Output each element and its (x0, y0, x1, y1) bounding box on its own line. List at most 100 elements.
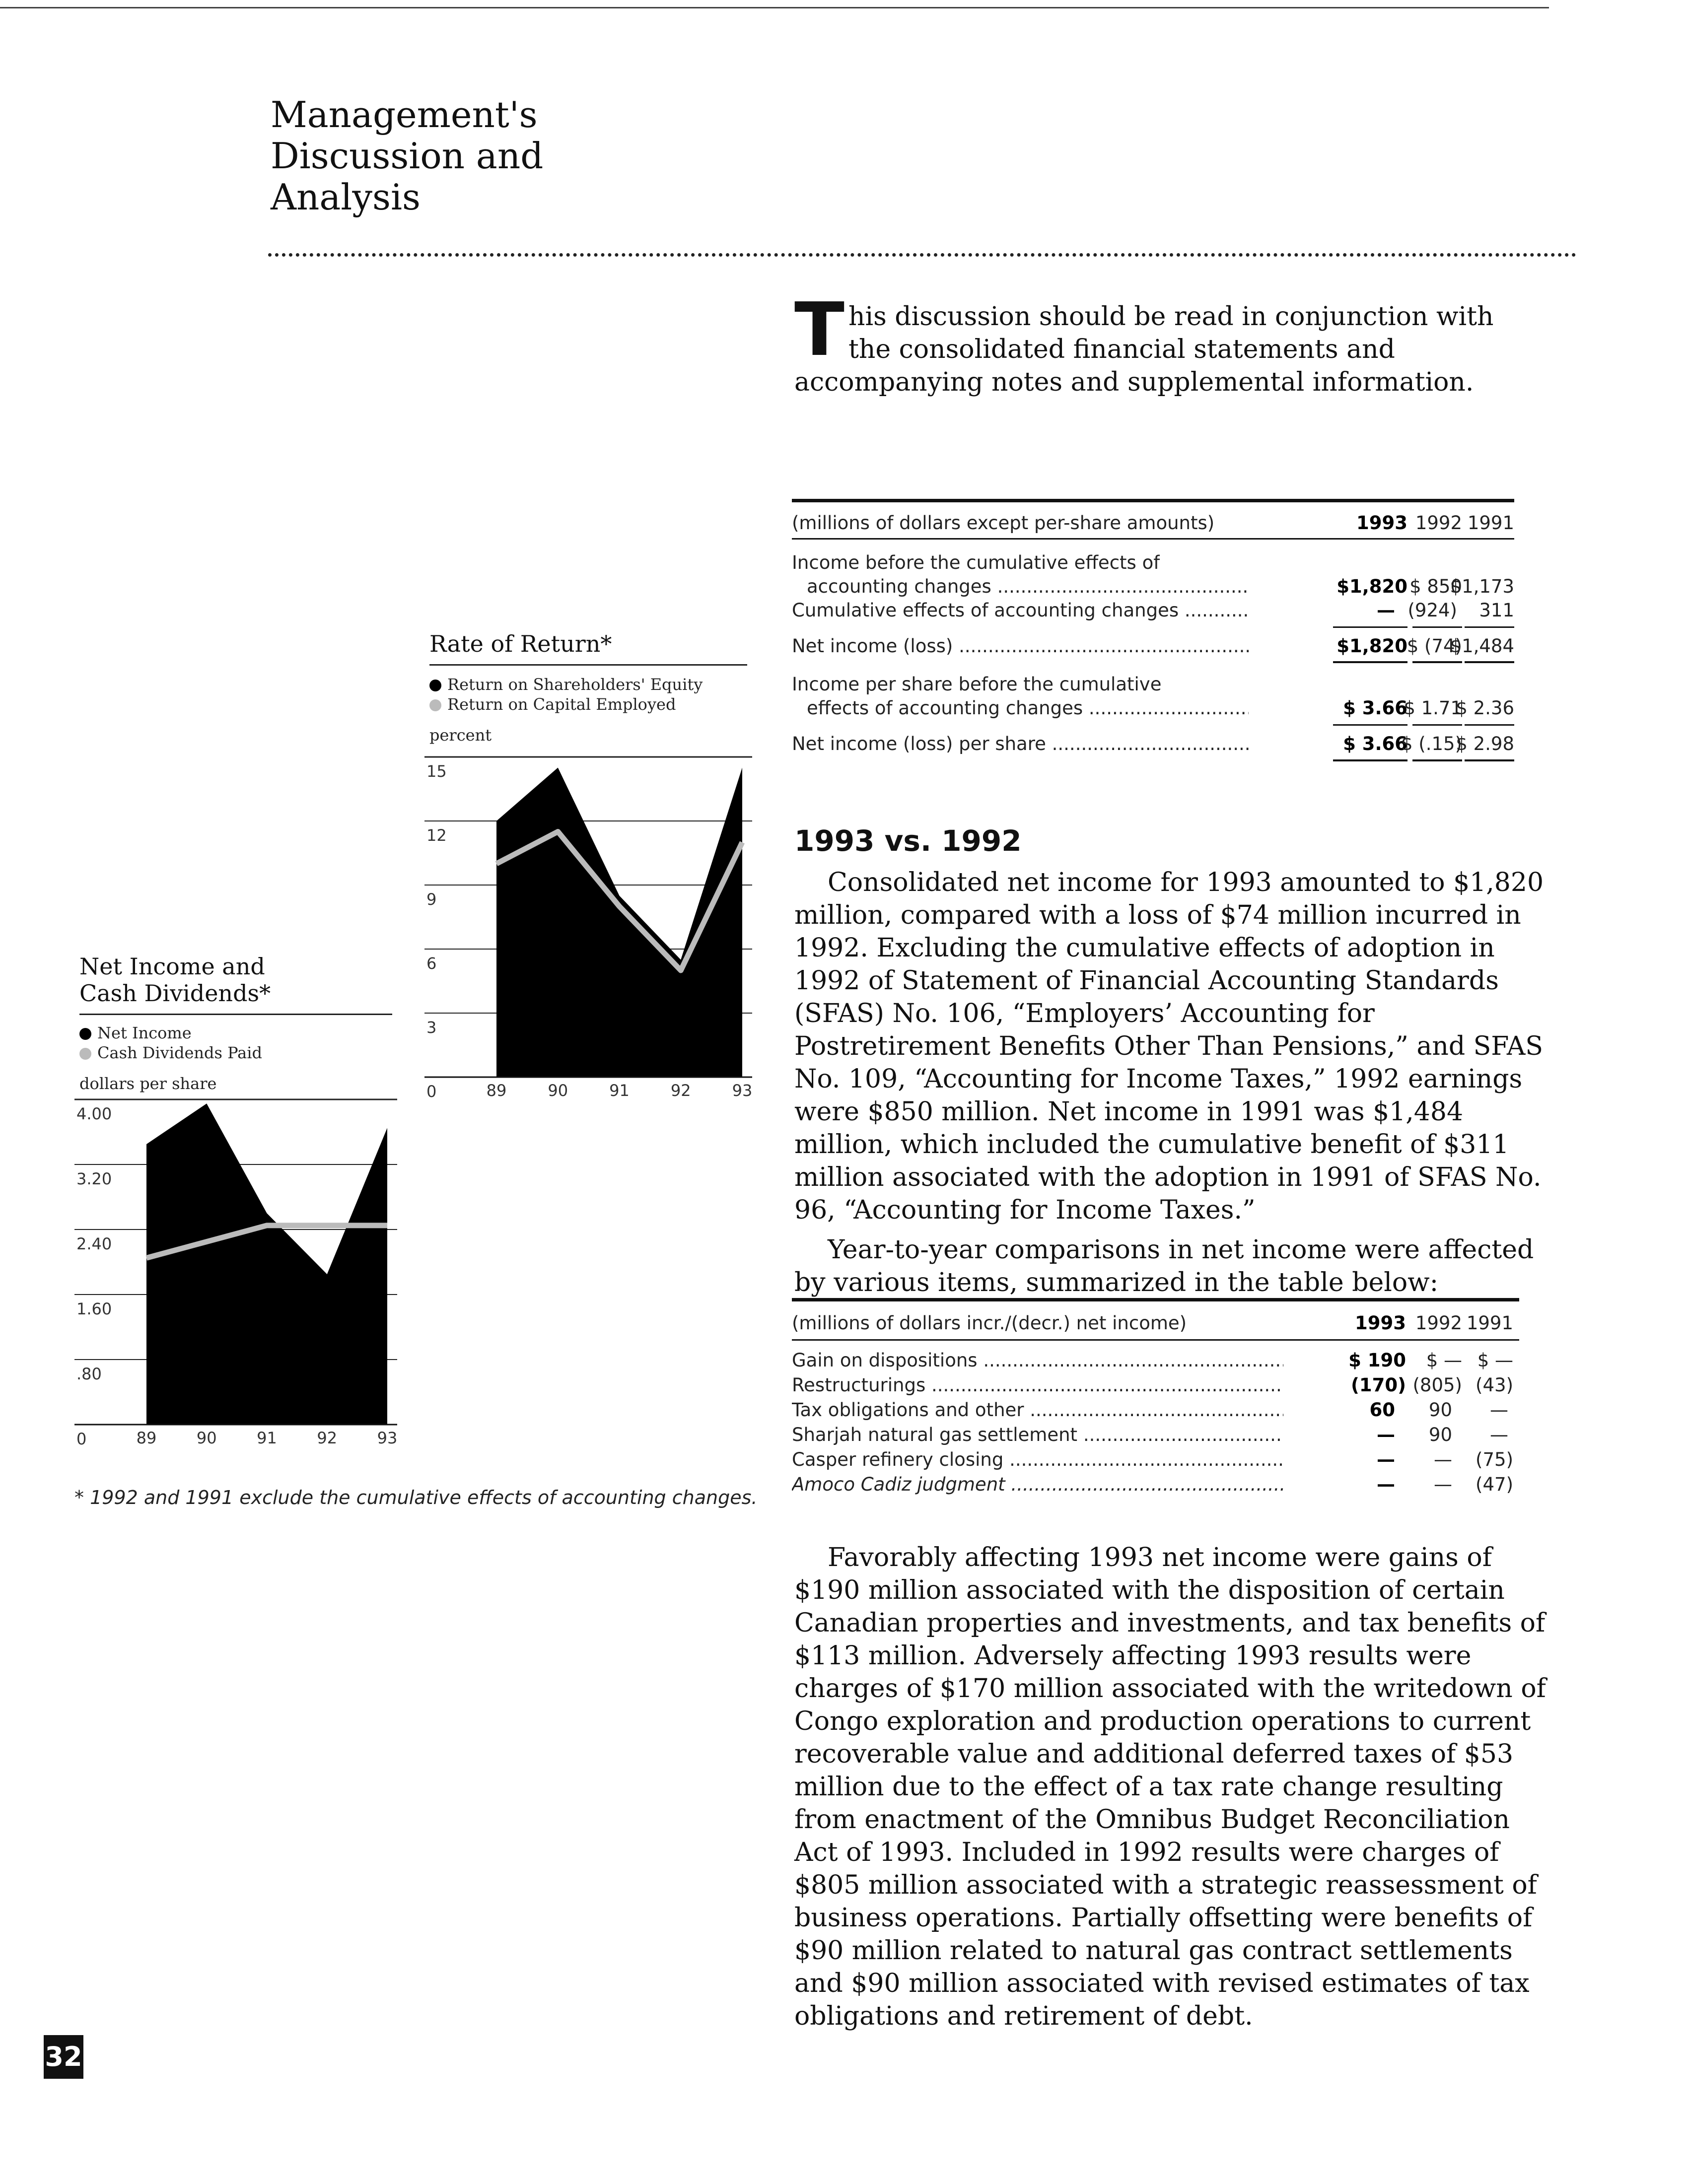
summary-table-header-row: (millions of dollars except per-share am… (792, 512, 1514, 536)
summary-cell: $1,820 (1336, 635, 1407, 657)
black-dot-icon (79, 1028, 91, 1040)
rate-of-return-chart-header: Rate of Return* Return on Shareholders' … (429, 630, 747, 745)
summary-cell: $1,820 (1336, 576, 1407, 597)
summary-subtotal-rule-1993 (1333, 626, 1407, 628)
y-tick-label: 4.00 (76, 1104, 112, 1123)
section-body: Consolidated net income for 1993 amounte… (794, 866, 1549, 1299)
items-cell: — (1490, 1424, 1508, 1445)
summary-row-label: Income per share before the cumulative (792, 674, 1162, 695)
items-row-label: Amoco Cadiz judgment (792, 1474, 1283, 1495)
summary-cell: $ (74) (1407, 635, 1462, 657)
series-area-net-income (146, 1103, 387, 1425)
summary-cell: $ 2.36 (1456, 697, 1514, 719)
x-tick-label: 92 (671, 1081, 691, 1100)
y-tick-label: 2.40 (76, 1234, 112, 1253)
page-title-line-2: Discussion and (271, 135, 544, 177)
black-dot-icon (429, 680, 441, 691)
x-tick-label: 91 (257, 1429, 277, 1447)
summary-pershare-rule-1991 (1465, 724, 1514, 726)
body-paragraph-2: Year-to-year comparisons in net income w… (794, 1235, 1534, 1297)
items-cell: — (1434, 1449, 1452, 1470)
legend-item-cash-dividends: Cash Dividends Paid (79, 1043, 392, 1063)
summary-row-label: Net income (loss) (792, 635, 1249, 657)
summary-pershare-rule-1993 (1333, 724, 1407, 726)
summary-cell: $ 850 (1409, 576, 1462, 597)
legend-label: Cash Dividends Paid (97, 1043, 262, 1062)
series-area-return-on-shareholders-equity (496, 767, 742, 1077)
series-line-cash-dividends-paid (145, 1223, 387, 1261)
summary-pershare-rule-1992 (1412, 724, 1462, 726)
summary-final-rule-1991 (1465, 759, 1514, 761)
net-income-title: Net Income and Cash Dividends* (79, 953, 392, 1007)
x-tick-label: 89 (137, 1429, 157, 1447)
legend-item-shareholders-equity: Return on Shareholders' Equity (429, 675, 747, 694)
summary-cell: 311 (1479, 600, 1514, 621)
summary-total-rule-1993 (1333, 661, 1407, 663)
summary-row-net-income: Net income (loss) $1,820 $ (74) $1,484 (792, 635, 1514, 659)
items-year-1991: 1991 (1466, 1312, 1513, 1334)
items-row-sharjah: Sharjah natural gas settlement — 90 — (792, 1424, 1519, 1448)
y-tick-label: 3.20 (76, 1169, 112, 1188)
rate-of-return-ylabel: percent (429, 726, 492, 745)
items-cell: (805) (1412, 1374, 1463, 1396)
summary-row-label: Net income (loss) per share (792, 733, 1249, 754)
y-tick-label: 0 (76, 1430, 86, 1448)
items-row-label: Restructurings (792, 1374, 1283, 1396)
y-tick-label: 0 (426, 1082, 436, 1101)
items-row-tax-obligations: Tax obligations and other 60 90 — (792, 1399, 1519, 1423)
dotted-divider (268, 253, 1576, 257)
summary-row-per-share-before: effects of accounting changes $ 3.66 $ 1… (792, 697, 1514, 721)
top-rule (0, 7, 1549, 8)
section-heading: 1993 vs. 1992 (794, 824, 1022, 858)
items-cell: 60 (1369, 1399, 1396, 1421)
items-row-label: Casper refinery closing (792, 1449, 1283, 1470)
items-cell: (47) (1476, 1474, 1513, 1495)
items-cell: — (1377, 1474, 1395, 1495)
x-tick-label: 93 (732, 1081, 752, 1100)
items-cell: $ 190 (1348, 1350, 1406, 1371)
items-row-label: Tax obligations and other (792, 1399, 1283, 1421)
y-tick-label: 1.60 (76, 1299, 112, 1318)
summary-cell: (924) (1407, 600, 1458, 621)
items-table: (millions of dollars incr./(decr.) net i… (792, 1298, 1519, 1500)
summary-row-income-before-line1: Income before the cumulative effects of (792, 552, 1514, 576)
summary-year-1993: 1993 (1356, 512, 1407, 534)
summary-row-income-before: accounting changes $1,820 $ 850 $1,173 (792, 576, 1514, 600)
rate-of-return-title: Rate of Return* (429, 630, 612, 657)
net-income-title-line-1: Net Income and (79, 953, 265, 980)
y-tick-label: 12 (426, 826, 447, 845)
series-line-return-on-capital-employed (495, 829, 745, 973)
items-cell: — (1377, 1424, 1395, 1445)
items-cell: 90 (1428, 1399, 1452, 1421)
items-year-1993: 1993 (1355, 1312, 1406, 1334)
summary-row-per-share-before-line1: Income per share before the cumulative (792, 674, 1514, 697)
items-table-header: (millions of dollars incr./(decr.) net i… (792, 1312, 1187, 1334)
items-table-header-row: (millions of dollars incr./(decr.) net i… (792, 1312, 1519, 1336)
gray-dot-icon (79, 1048, 91, 1060)
legend-label: Return on Shareholders' Equity (447, 675, 703, 694)
summary-cell: $1,484 (1450, 635, 1514, 657)
y-tick-label: 9 (426, 890, 436, 909)
page-title-line-1: Management's (271, 94, 538, 136)
gray-dot-icon (429, 699, 441, 711)
summary-row-label: accounting changes (807, 576, 1249, 597)
items-cell: (75) (1476, 1449, 1513, 1470)
summary-final-rule-1992 (1412, 759, 1462, 761)
net-income-ylabel: dollars per share (79, 1074, 217, 1093)
x-tick-label: 90 (548, 1081, 568, 1100)
legend-label: Return on Capital Employed (447, 695, 676, 714)
items-row-label: Sharjah natural gas settlement (792, 1424, 1283, 1445)
x-tick-label: 92 (317, 1429, 337, 1447)
items-cell: — (1490, 1399, 1508, 1421)
items-cell: (170) (1350, 1374, 1406, 1396)
items-cell: — (1377, 1449, 1395, 1470)
summary-table: (millions of dollars except per-share am… (792, 499, 1514, 800)
summary-subtotal-rule-1991 (1465, 626, 1514, 628)
y-tick-label: .80 (76, 1365, 102, 1383)
items-row-restructurings: Restructurings (170) (805) (43) (792, 1374, 1519, 1398)
summary-table-header: (millions of dollars except per-share am… (792, 512, 1215, 534)
items-row-label: Gain on dispositions (792, 1350, 1283, 1371)
items-year-1992: 1992 (1415, 1312, 1462, 1334)
summary-total-rule-1991 (1465, 661, 1514, 663)
page-title-line-3: Analysis (271, 176, 421, 218)
